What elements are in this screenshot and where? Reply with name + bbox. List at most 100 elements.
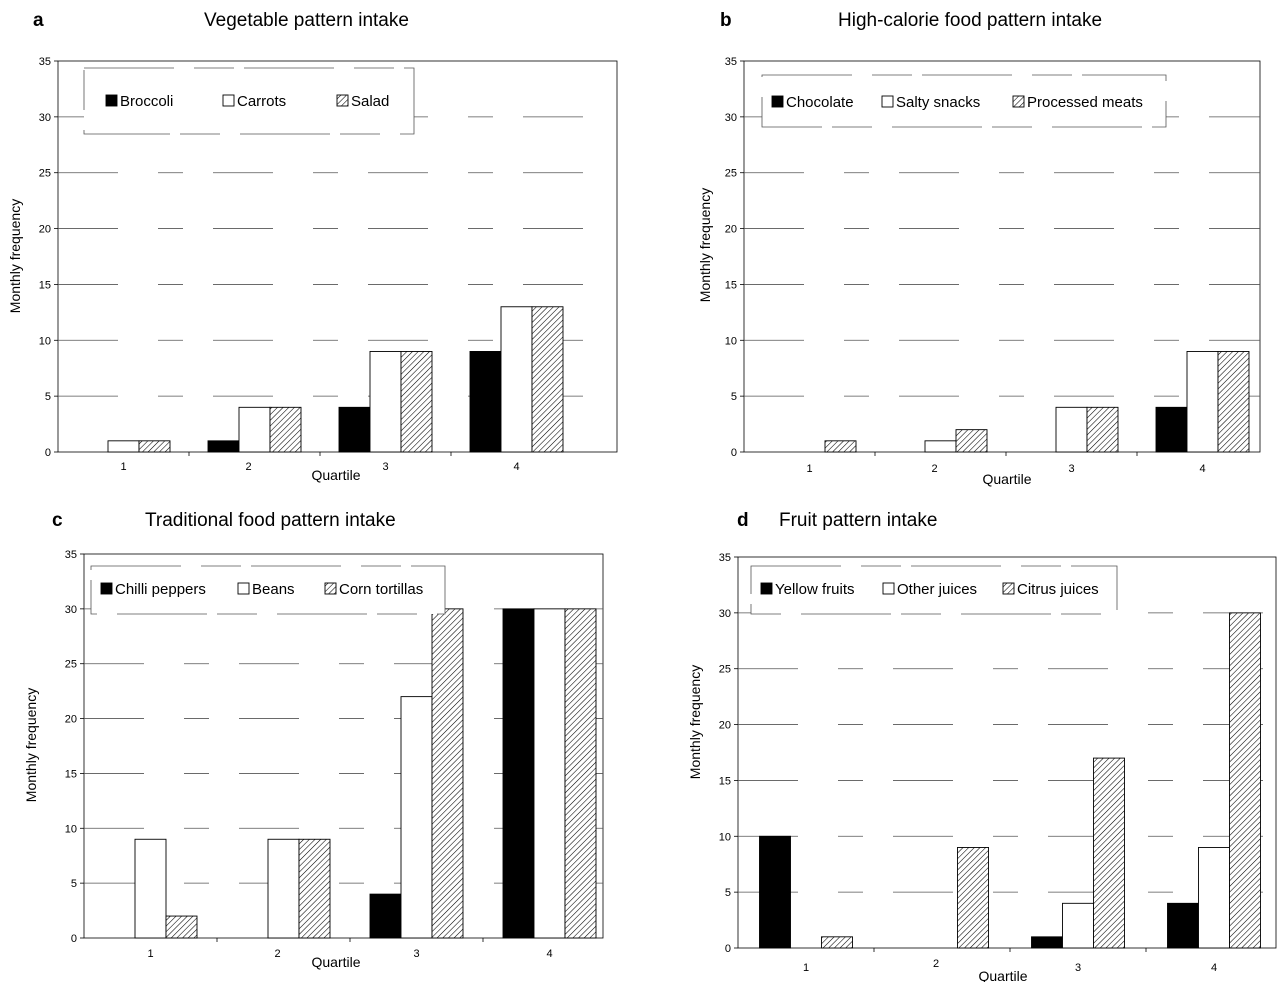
chart-title-d: Fruit pattern intake (779, 510, 938, 531)
bar-broccoli-q3 (338, 406, 371, 453)
bar-beans-q2 (267, 838, 300, 939)
x-tick-label-4: 4 (546, 948, 552, 960)
x-tick-label-4: 4 (1211, 962, 1217, 974)
x-axis-label: Quartile (978, 968, 1027, 982)
legend-label-other-juices: Other juices (897, 581, 977, 598)
legend-swatch-yellow-fruits (760, 582, 773, 595)
x-tick-label-1: 1 (147, 948, 153, 960)
x-tick-label-3: 3 (1068, 463, 1074, 475)
panel-letter-a: a (33, 10, 44, 31)
chart-title-a: Vegetable pattern intake (204, 10, 409, 31)
bar-chocolate-q4 (1155, 406, 1188, 453)
bar-salty-snacks-q2 (924, 440, 957, 453)
x-axis-label: Quartile (311, 467, 360, 483)
x-tick-label-1: 1 (806, 463, 812, 475)
panel-letter-b: b (720, 10, 732, 31)
bar-carrots-q3 (369, 351, 402, 453)
y-tick-label: 35 (725, 56, 737, 68)
y-tick-label: 30 (719, 608, 731, 620)
y-tick-label: 35 (719, 552, 731, 564)
legend-label-chocolate: Chocolate (786, 94, 854, 111)
y-tick-label: 30 (39, 112, 51, 124)
panel-letter-d: d (737, 510, 749, 531)
legend-swatch-beans (237, 582, 250, 595)
bar-yellow-fruits-q4 (1167, 902, 1199, 949)
y-tick-label: 5 (731, 391, 737, 403)
legend-label-chilli-peppers: Chilli peppers (115, 581, 206, 598)
y-tick-label: 15 (65, 768, 77, 780)
legend-box (750, 565, 1118, 615)
bar-other-juices-q4 (1198, 847, 1230, 949)
legend-swatch-other-juices (882, 582, 895, 595)
x-axis-label: Quartile (982, 471, 1031, 487)
bar-other-juices-q3 (1062, 902, 1094, 949)
chart-title-b: High-calorie food pattern intake (838, 10, 1103, 31)
y-tick-label: 25 (719, 664, 731, 676)
bar-salty-snacks-q4 (1186, 351, 1219, 453)
y-tick-label: 0 (45, 447, 51, 459)
bar-citrus-juices-q4 (1229, 612, 1261, 949)
y-tick-label: 20 (65, 714, 77, 726)
legend-swatch-salad (336, 94, 349, 107)
bar-citrus-juices-q3 (1093, 757, 1125, 949)
bar-processed-meats-q2 (955, 429, 988, 453)
x-tick-label-3: 3 (413, 948, 419, 960)
legend-box (83, 67, 415, 135)
bar-beans-q3 (400, 696, 433, 939)
bar-chilli-peppers-q3 (369, 893, 402, 939)
legend-swatch-chilli-peppers (100, 582, 113, 595)
y-tick-label: 10 (719, 831, 731, 843)
y-tick-label: 30 (65, 604, 77, 616)
legend-box (90, 565, 446, 615)
x-tick-label-3: 3 (1075, 962, 1081, 974)
y-tick-label: 10 (725, 335, 737, 347)
x-tick-label-2: 2 (933, 958, 939, 970)
legend-label-corn-tortillas: Corn tortillas (339, 581, 423, 598)
y-tick-label: 5 (725, 887, 731, 899)
y-tick-label: 25 (65, 659, 77, 671)
bar-corn-tortillas-q2 (298, 838, 331, 939)
bar-salad-q2 (269, 406, 302, 453)
y-tick-label: 5 (71, 878, 77, 890)
bar-broccoli-q2 (207, 440, 240, 453)
bar-salty-snacks-q3 (1055, 406, 1088, 453)
bar-salad-q3 (400, 351, 433, 453)
y-axis-label: Monthly frequency (687, 665, 703, 779)
bar-yellow-fruits-q3 (1031, 936, 1063, 949)
y-tick-label: 25 (39, 168, 51, 180)
x-tick-label-2: 2 (245, 461, 251, 473)
y-axis-label: Monthly frequency (7, 199, 23, 313)
y-axis-label: Monthly frequency (23, 688, 39, 802)
bar-broccoli-q4 (469, 351, 502, 453)
bar-salad-q1 (138, 440, 171, 453)
bar-salad-q4 (531, 306, 564, 453)
y-tick-label: 0 (71, 933, 77, 945)
bar-citrus-juices-q1 (821, 936, 853, 949)
x-tick-label-1: 1 (803, 962, 809, 974)
bar-chilli-peppers-q4 (502, 608, 535, 939)
legend-label-processed-meats: Processed meats (1027, 94, 1143, 111)
x-tick-label-4: 4 (1199, 463, 1205, 475)
y-tick-label: 10 (65, 823, 77, 835)
y-tick-label: 0 (731, 447, 737, 459)
legend-box (761, 74, 1167, 128)
legend-swatch-broccoli (105, 94, 118, 107)
y-axis-label: Monthly frequency (697, 188, 713, 302)
legend-swatch-corn-tortillas (324, 582, 337, 595)
legend-label-salty-snacks: Salty snacks (896, 94, 980, 111)
legend-swatch-salty-snacks (881, 95, 894, 108)
legend-swatch-processed-meats (1012, 95, 1025, 108)
y-tick-label: 15 (725, 279, 737, 291)
y-tick-label: 20 (39, 224, 51, 236)
bar-yellow-fruits-q1 (759, 835, 791, 949)
chart-title-c: Traditional food pattern intake (145, 510, 396, 531)
legend-label-broccoli: Broccoli (120, 93, 173, 110)
y-tick-label: 15 (719, 775, 731, 787)
bar-processed-meats-q3 (1086, 406, 1119, 453)
y-tick-label: 5 (45, 391, 51, 403)
legend-label-carrots: Carrots (237, 93, 286, 110)
bar-carrots-q4 (500, 306, 533, 453)
plot-area (737, 556, 1277, 949)
